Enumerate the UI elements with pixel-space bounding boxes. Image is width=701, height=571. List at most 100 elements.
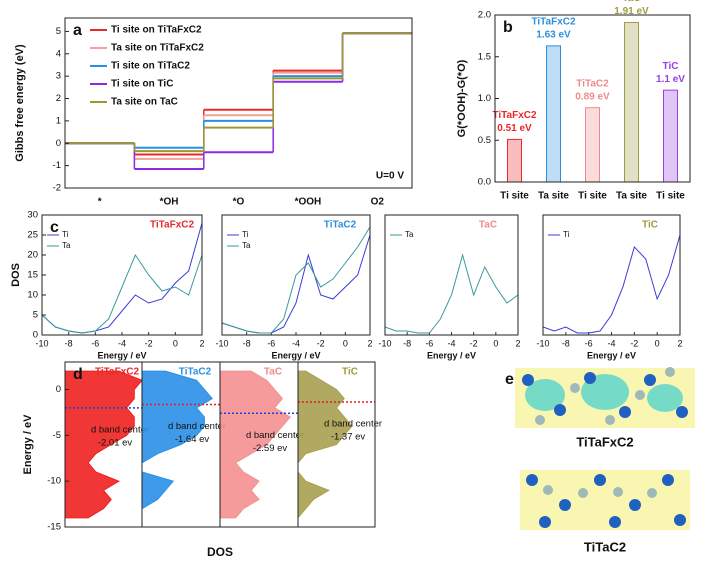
panel-title: TiTaFxC2 — [150, 220, 195, 231]
dos-area — [141, 370, 213, 518]
y-tick-label: 15 — [27, 270, 38, 281]
atom — [559, 499, 571, 511]
y-tick-label: 20 — [27, 250, 38, 261]
plot-frame — [384, 214, 519, 336]
dos-line — [384, 253, 519, 334]
legend-label: Ta — [405, 230, 414, 239]
bar — [663, 89, 678, 183]
atom — [609, 516, 621, 528]
charge-lobe — [647, 384, 683, 412]
x-tick-label: -2 — [145, 338, 153, 348]
legend-label: Ti site on TiTaFxC2 — [111, 25, 202, 36]
structure-caption: TiTaC2 — [584, 539, 626, 554]
atoms — [543, 485, 657, 498]
x-tick-label: -4 — [607, 338, 615, 348]
y-tick-label: 4 — [56, 48, 61, 59]
x-tick-label: O2 — [371, 197, 385, 208]
bar-label: TiTaC2 — [576, 78, 609, 89]
atom — [578, 488, 588, 498]
panel-label: a — [73, 22, 82, 39]
x-tick-label: -10 — [215, 338, 228, 348]
atoms — [535, 367, 675, 425]
atom — [584, 372, 596, 384]
y-tick-label: -2 — [53, 183, 61, 194]
bar-label: TiTaFxC2 — [492, 110, 537, 121]
x-axis-label: Energy / eV — [587, 350, 636, 360]
x-tick-label: -8 — [243, 338, 251, 348]
atom — [629, 499, 641, 511]
x-tick-label: -6 — [585, 338, 593, 348]
atom — [613, 487, 623, 497]
y-tick-label: 1.0 — [478, 93, 491, 104]
plot-frame — [64, 17, 413, 189]
x-tick-label: Ti site — [656, 191, 685, 202]
x-tick-label: 2 — [515, 338, 520, 348]
x-tick-label: -6 — [267, 338, 275, 348]
atoms — [522, 372, 688, 418]
x-tick-label: *O — [233, 197, 245, 208]
y-tick-label: 0.0 — [478, 177, 491, 188]
y-axis-label: Gibbs free energy (eV) — [14, 44, 26, 162]
x-tick-label: 0 — [173, 338, 178, 348]
panel-title: TiTaC2 — [179, 367, 212, 378]
dos-line — [542, 234, 681, 334]
atom — [674, 514, 686, 526]
atom — [605, 415, 615, 425]
value-label: 0.89 eV — [575, 91, 610, 102]
atom — [526, 474, 538, 486]
x-tick-label: -8 — [65, 338, 73, 348]
panel-label: e — [505, 371, 514, 388]
dos-area — [297, 370, 353, 520]
charge-lobe — [525, 379, 565, 411]
y-tick-label: 5 — [33, 310, 38, 321]
x-tick-label: -10 — [35, 338, 48, 348]
atom — [676, 406, 688, 418]
legend-label: Ti site on TiC — [111, 79, 173, 90]
structure-caption: TiTaFxC2 — [576, 434, 633, 449]
y-tick-label: 10 — [27, 290, 38, 301]
bar — [624, 22, 639, 183]
x-tick-label: -8 — [403, 338, 411, 348]
y-axis-label: Energy / eV — [22, 414, 34, 475]
x-tick-label: Ti site — [578, 191, 607, 202]
x-tick-label: -6 — [425, 338, 433, 348]
y-tick-label: 2 — [56, 93, 61, 104]
y-tick-label: 30 — [27, 210, 38, 221]
dos-area — [219, 370, 291, 519]
legend-label: Ti site on TiTaC2 — [111, 61, 190, 72]
value-label: 0.51 eV — [497, 123, 532, 134]
x-tick-label: Ta site — [538, 191, 569, 202]
x-tick-label: -10 — [536, 338, 549, 348]
legend-label: Ta — [242, 241, 251, 250]
annotation: U=0 V — [376, 171, 404, 182]
x-tick-label: 0 — [655, 338, 660, 348]
center-label: -2.59 ev — [253, 443, 288, 454]
y-tick-label: -15 — [47, 522, 61, 533]
atom — [619, 406, 631, 418]
x-tick-label: 2 — [677, 338, 682, 348]
bar — [546, 45, 561, 183]
atom — [570, 383, 580, 393]
y-axis-label: G(*OOH)-G(*O) — [456, 59, 468, 137]
x-tick-label: -6 — [91, 338, 99, 348]
atom — [647, 488, 657, 498]
y-tick-label: 5 — [56, 26, 61, 37]
x-tick-label: * — [98, 197, 102, 208]
center-text: d band center — [246, 430, 304, 441]
dos-line — [41, 253, 203, 334]
x-tick-label: -4 — [447, 338, 455, 348]
y-tick-label: 0 — [33, 330, 38, 341]
x-tick-label: -2 — [317, 338, 325, 348]
center-label: -2.01 ev — [98, 437, 133, 448]
panel-title: TaC — [479, 220, 497, 231]
atom — [535, 415, 545, 425]
x-tick-label: *OH — [160, 197, 179, 208]
legend-label: Ti — [62, 230, 69, 239]
center-text: d band center — [168, 421, 226, 432]
bar-label: TaC — [622, 0, 640, 4]
atom — [594, 474, 606, 486]
center-text: d band center — [324, 419, 382, 430]
legend-label: Ta site on TaC — [111, 97, 178, 108]
x-tick-label: 2 — [367, 338, 372, 348]
atom — [522, 374, 534, 386]
